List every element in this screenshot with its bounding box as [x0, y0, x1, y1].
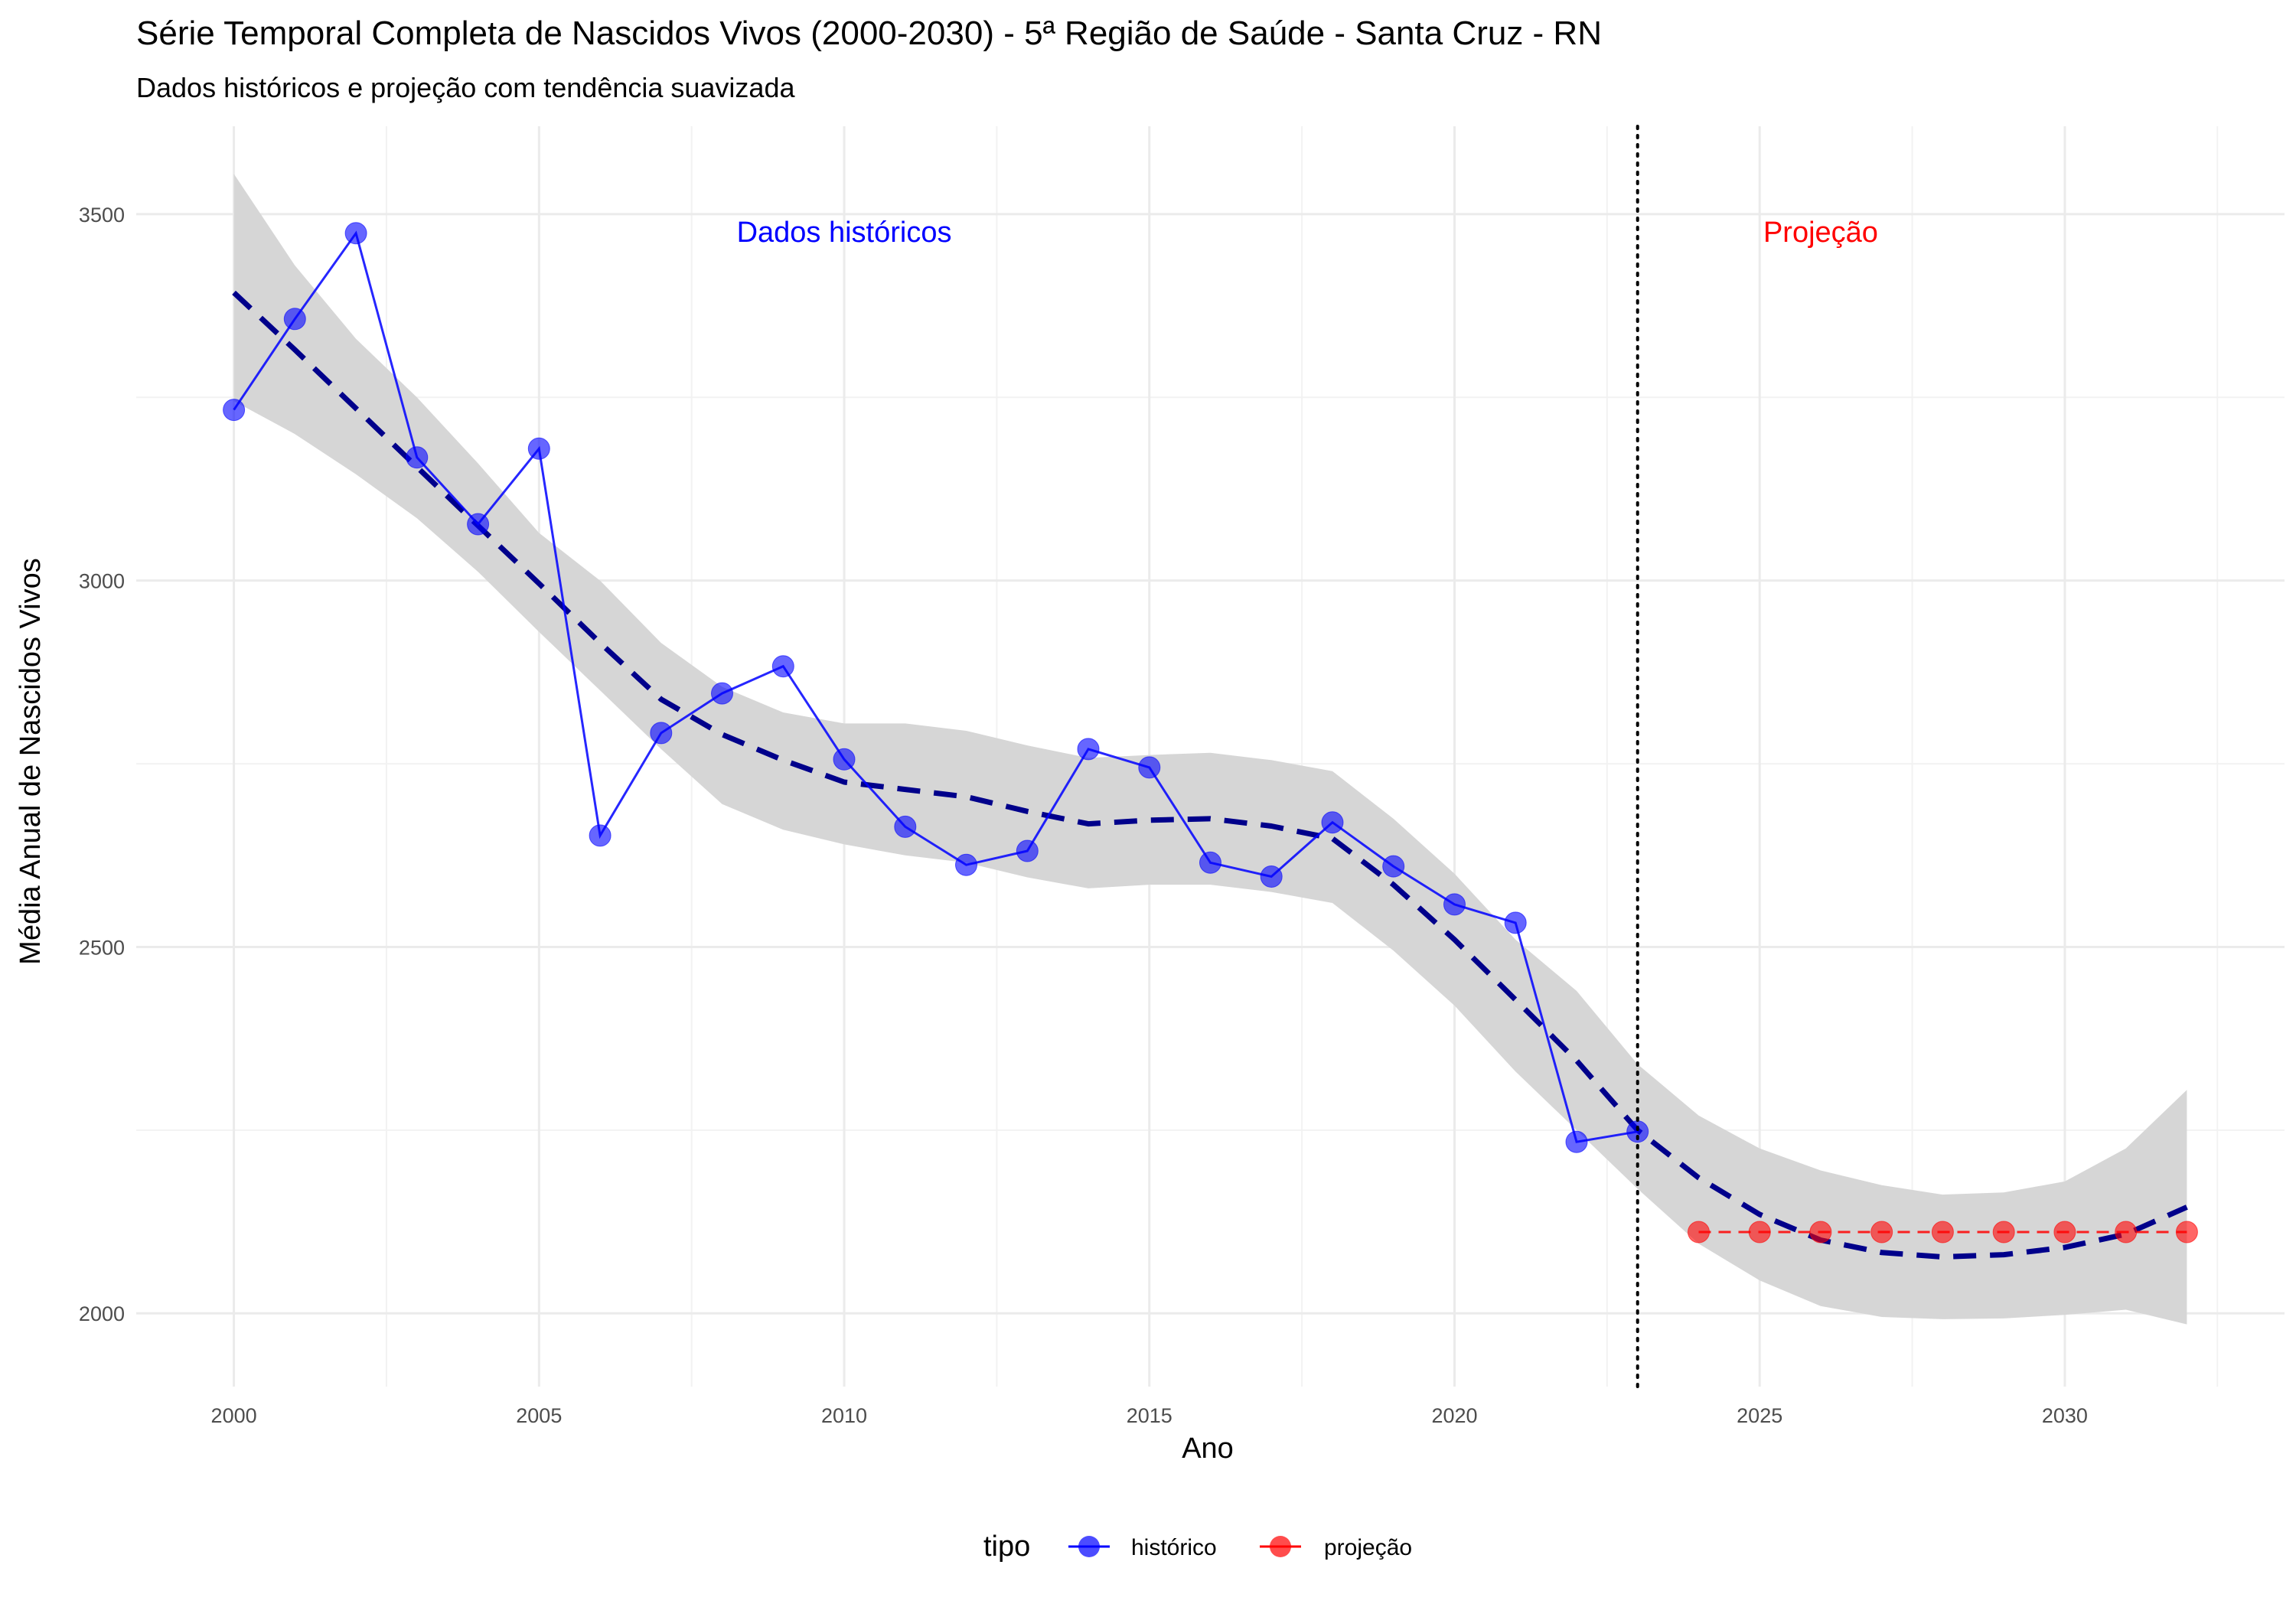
data-point-projecao [2053, 1221, 2076, 1244]
series-line-historico [233, 230, 1638, 1143]
data-point-historico [344, 222, 367, 245]
data-point-historico [1016, 839, 1039, 862]
data-point-historico [223, 399, 246, 422]
data-point-projecao [2115, 1221, 2138, 1244]
y-axis-ticks: 2000 2500 3000 3500 [79, 204, 125, 1325]
legend: tipo histórico projeção [983, 1530, 1412, 1563]
data-point-historico [1077, 738, 1100, 761]
data-point-historico [894, 815, 917, 838]
confidence-band-area [233, 174, 2187, 1325]
data-point-historico [1382, 855, 1405, 878]
annotation-label: Projeção [1763, 217, 1878, 249]
data-point-projecao [1809, 1221, 1832, 1244]
data-point-historico [1260, 865, 1283, 888]
data-point-historico [283, 308, 306, 331]
chart-subtitle: Dados históricos e projeção com tendênci… [136, 72, 795, 103]
trend-line-layer [232, 290, 2188, 1260]
data-point-historico [955, 853, 977, 876]
x-tick-label: 2025 [1737, 1404, 1782, 1427]
series-points [223, 222, 2198, 1244]
data-point-historico [1443, 893, 1466, 916]
legend-key-dot [1270, 1536, 1291, 1557]
x-axis-label: Ano [1182, 1433, 1234, 1465]
y-tick-label: 3500 [79, 204, 125, 227]
trend-line [232, 290, 2188, 1260]
x-tick-label: 2030 [2042, 1404, 2088, 1427]
data-point-historico [711, 682, 733, 705]
x-tick-label: 2015 [1127, 1404, 1172, 1427]
y-tick-label: 3000 [79, 570, 125, 593]
data-point-projecao [1748, 1221, 1771, 1244]
data-point-historico [1199, 851, 1221, 874]
data-point-historico [1138, 756, 1161, 779]
x-tick-label: 2020 [1431, 1404, 1477, 1427]
data-point-historico [771, 655, 794, 678]
data-point-projecao [1688, 1221, 1710, 1244]
data-point-historico [833, 748, 856, 771]
data-point-historico [1504, 911, 1527, 934]
x-tick-label: 2000 [211, 1404, 257, 1427]
legend-key-dot [1078, 1536, 1100, 1557]
y-tick-label: 2500 [79, 936, 125, 959]
data-point-projecao [1992, 1221, 2015, 1244]
data-point-historico [1565, 1130, 1588, 1153]
legend-label: projeção [1324, 1535, 1412, 1560]
data-point-projecao [1870, 1221, 1893, 1244]
legend-item-historico: histórico [1068, 1535, 1217, 1560]
annotations: Dados históricos Projeção [737, 217, 1878, 249]
x-tick-label: 2005 [516, 1404, 562, 1427]
data-point-projecao [2175, 1221, 2198, 1244]
x-axis-ticks: 2000 2005 2010 2015 2020 2025 2030 [211, 1404, 2088, 1427]
legend-item-projecao: projeção [1260, 1535, 1412, 1560]
annotation-label: Dados históricos [737, 217, 952, 249]
x-tick-label: 2010 [821, 1404, 867, 1427]
data-point-projecao [1931, 1221, 1954, 1244]
legend-label: histórico [1131, 1535, 1217, 1560]
data-point-historico [1321, 811, 1344, 834]
chart-title: Série Temporal Completa de Nascidos Vivo… [136, 15, 1602, 52]
data-point-historico [650, 722, 673, 745]
y-axis-label: Média Anual de Nascidos Vivos [15, 558, 47, 965]
legend-title: tipo [983, 1530, 1030, 1563]
data-point-historico [527, 437, 550, 460]
data-point-historico [467, 513, 490, 536]
data-point-historico [589, 824, 612, 847]
confidence-band [233, 174, 2187, 1325]
data-point-historico [406, 446, 429, 469]
series-lines [233, 230, 2187, 1234]
y-tick-label: 2000 [79, 1302, 125, 1325]
